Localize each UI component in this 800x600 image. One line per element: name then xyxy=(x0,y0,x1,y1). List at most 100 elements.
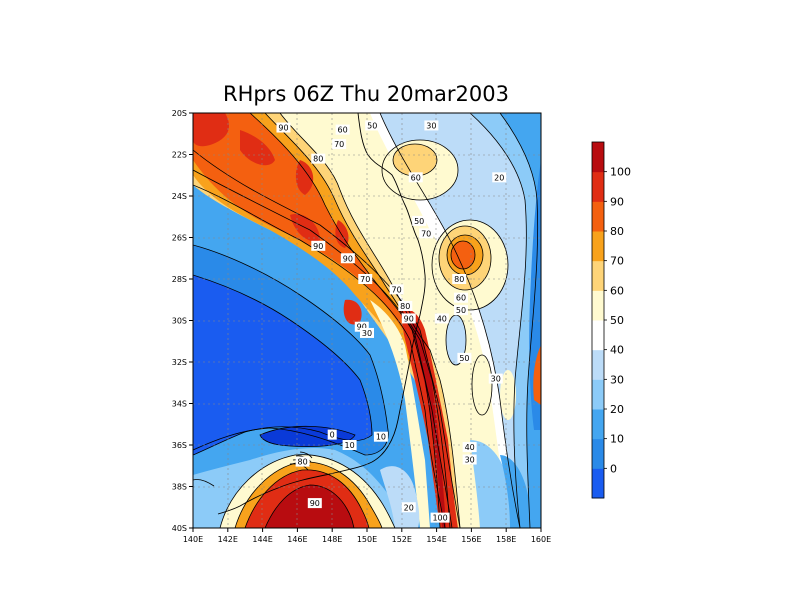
colorbar-label: 40 xyxy=(610,344,624,357)
contour-label: 20 xyxy=(494,173,504,182)
contour-label: 100 xyxy=(432,514,447,523)
contour-label: 20 xyxy=(404,503,414,512)
map-title: RHprs 06Z Thu 20mar2003 xyxy=(223,82,509,106)
y-tick-label: 34S xyxy=(172,400,187,409)
contour-label: 30 xyxy=(491,375,501,384)
x-tick-label: 144E xyxy=(252,535,272,544)
contour-label-bg xyxy=(335,124,350,135)
contour-label: 70 xyxy=(334,140,344,149)
colorbar-swatch xyxy=(592,468,604,499)
colorbar-swatch xyxy=(592,409,604,440)
y-tick-label: 38S xyxy=(172,483,187,492)
contour-label-bg xyxy=(462,442,477,453)
contour-label-bg xyxy=(295,456,310,467)
x-tick-label: 158E xyxy=(496,535,516,544)
contour-label-bg xyxy=(311,153,326,164)
contour-label: 50 xyxy=(414,217,424,226)
contour-label: 80 xyxy=(400,302,410,311)
contour-label: 30 xyxy=(465,456,475,465)
colorbar-label: 100 xyxy=(610,166,631,179)
contour-label-bg xyxy=(430,512,450,523)
y-tick-label: 30S xyxy=(172,317,187,326)
contour-label: 40 xyxy=(465,443,475,452)
rh-shaded-field xyxy=(193,113,541,528)
contour-label: 80 xyxy=(313,155,323,164)
contour-label-bg xyxy=(453,305,468,316)
contour-label: 50 xyxy=(459,354,469,363)
y-axis-ticks: 20S 22S 24S 26S 28S 30S 32S 34S 36S 38S 40S xyxy=(172,109,193,533)
x-tick-label: 154E xyxy=(426,535,446,544)
y-tick-label: 40S xyxy=(172,524,187,533)
colorbar-label: 90 xyxy=(610,195,624,208)
contour-label: 60 xyxy=(411,173,421,182)
contour-label: 90 xyxy=(310,499,320,508)
colorbar-swatch xyxy=(592,171,604,202)
colorbar-label: 50 xyxy=(610,314,624,327)
contour-label: 90 xyxy=(357,323,367,332)
contour-label-bg xyxy=(434,313,449,324)
contour-label: 40 xyxy=(437,314,447,323)
contour-label: 30 xyxy=(426,121,436,130)
colorbar-swatch xyxy=(592,438,604,469)
y-tick-label: 28S xyxy=(172,275,187,284)
colorbar-label: 0 xyxy=(610,462,617,475)
contour-label-bg xyxy=(419,228,434,239)
colorbar-swatch xyxy=(592,290,604,321)
contour-label-bg xyxy=(332,139,347,150)
x-tick-label: 160E xyxy=(531,535,551,544)
contour-label: 90 xyxy=(343,254,353,263)
x-tick-label: 146E xyxy=(287,535,307,544)
contour-label-bg xyxy=(373,431,388,442)
contour-label-layer: 90 80 60 70 50 30 60 20 50 70 90 90 70 80 60 70 50 80 90 40… xyxy=(276,120,507,523)
colorbar: 0 10 20 30 40 50 60 70 80 90 100 xyxy=(591,141,631,499)
colorbar-swatch xyxy=(592,349,604,380)
contour-label-bg xyxy=(360,327,374,338)
contour-label-bg xyxy=(354,321,369,332)
contour-label: 70 xyxy=(391,285,401,294)
contour-label: 90 xyxy=(278,124,288,133)
colorbar-label: 60 xyxy=(610,284,624,297)
y-tick-label: 24S xyxy=(172,192,187,201)
colorbar-swatch xyxy=(592,260,604,291)
colorbar-label: 70 xyxy=(610,255,624,268)
coastline xyxy=(217,113,426,515)
contour-label-bg xyxy=(453,292,468,303)
colorbar-label: 20 xyxy=(610,403,624,416)
contour-label-bg xyxy=(340,253,355,264)
contour-label-bg xyxy=(365,120,380,131)
contour-label: 60 xyxy=(456,294,466,303)
contour-label-bg xyxy=(462,454,477,465)
contour-label-bg xyxy=(358,274,373,284)
contour-label-bg xyxy=(457,352,472,363)
tasmania-outline xyxy=(193,479,215,487)
contour-label: 0 xyxy=(330,431,335,440)
contour-label: 10 xyxy=(376,433,386,442)
contour-label-bg xyxy=(401,502,416,513)
x-tick-label: 140E xyxy=(183,535,203,544)
contour-label-bg xyxy=(311,240,326,251)
contour-label: 90 xyxy=(313,242,323,251)
colorbar-swatch xyxy=(592,379,604,410)
contour-label-bg xyxy=(307,498,322,509)
contour-label-bg xyxy=(327,429,337,440)
contour-label-bg xyxy=(492,172,507,183)
contour-label-bg xyxy=(408,172,423,183)
colorbar-label: 80 xyxy=(610,225,624,238)
contour-label-bg xyxy=(398,300,413,311)
contour-label-bg xyxy=(424,120,439,131)
contour-label-bg xyxy=(389,284,404,295)
colorbar-swatch xyxy=(592,320,604,351)
contour-label: 30 xyxy=(362,329,372,338)
x-tick-label: 142E xyxy=(218,535,238,544)
contour-label: 90 xyxy=(404,314,414,323)
contour-label: 50 xyxy=(367,121,377,130)
y-tick-label: 22S xyxy=(172,151,187,160)
x-axis-ticks: 140E 142E 144E 146E 148E 150E 152E 154E 156E 158E… xyxy=(183,528,551,544)
contour-label: 80 xyxy=(298,458,308,467)
x-tick-label: 150E xyxy=(357,535,377,544)
y-tick-label: 26S xyxy=(172,234,187,243)
colorbar-swatch xyxy=(592,231,604,262)
contour-label: 50 xyxy=(456,306,466,315)
x-tick-label: 156E xyxy=(461,535,481,544)
